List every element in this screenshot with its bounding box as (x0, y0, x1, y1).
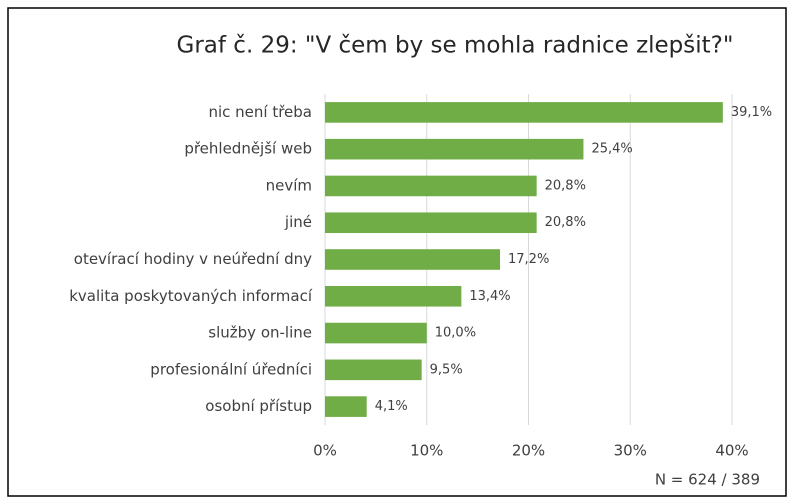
x-tick-label: 30% (614, 442, 647, 460)
bar (325, 102, 723, 123)
x-tick-label: 40% (715, 442, 748, 460)
value-label: 17,2% (508, 252, 549, 267)
y-tick-label: kvalita poskytovaných informací (69, 287, 313, 305)
y-tick-label: osobní přístup (205, 397, 312, 415)
value-label: 4,1% (375, 399, 408, 414)
bar (325, 285, 462, 307)
y-tick-label: otevírací hodiny v neúřední dny (74, 250, 312, 268)
x-tick-label: 0% (313, 442, 337, 460)
value-label: 13,4% (469, 289, 510, 304)
value-label: 20,8% (545, 178, 586, 193)
bar (325, 396, 367, 417)
bar (325, 175, 537, 197)
annotation: N = 624 / 389 (655, 471, 760, 489)
bar (325, 322, 427, 344)
y-tick-label: přehlednější web (184, 140, 312, 158)
x-tick-label: 10% (410, 442, 443, 460)
y-tick-label: nevím (266, 176, 312, 194)
value-label: 9,5% (430, 362, 463, 377)
y-tick-label: profesionální úředníci (150, 360, 312, 378)
value-label: 39,1% (731, 105, 772, 120)
y-tick-label: nic není třeba (208, 103, 312, 121)
y-tick-label: služby on-line (208, 324, 312, 342)
value-label: 10,0% (435, 326, 476, 341)
value-label: 20,8% (545, 215, 586, 230)
y-tick-label: jiné (284, 213, 312, 231)
bar (325, 249, 501, 270)
value-label: 25,4% (591, 142, 632, 157)
bar (325, 138, 584, 160)
chart-title: Graf č. 29: "V čem by se mohla radnice z… (177, 33, 734, 59)
bar (325, 359, 422, 381)
x-tick-label: 20% (512, 442, 545, 460)
bar (325, 212, 537, 234)
